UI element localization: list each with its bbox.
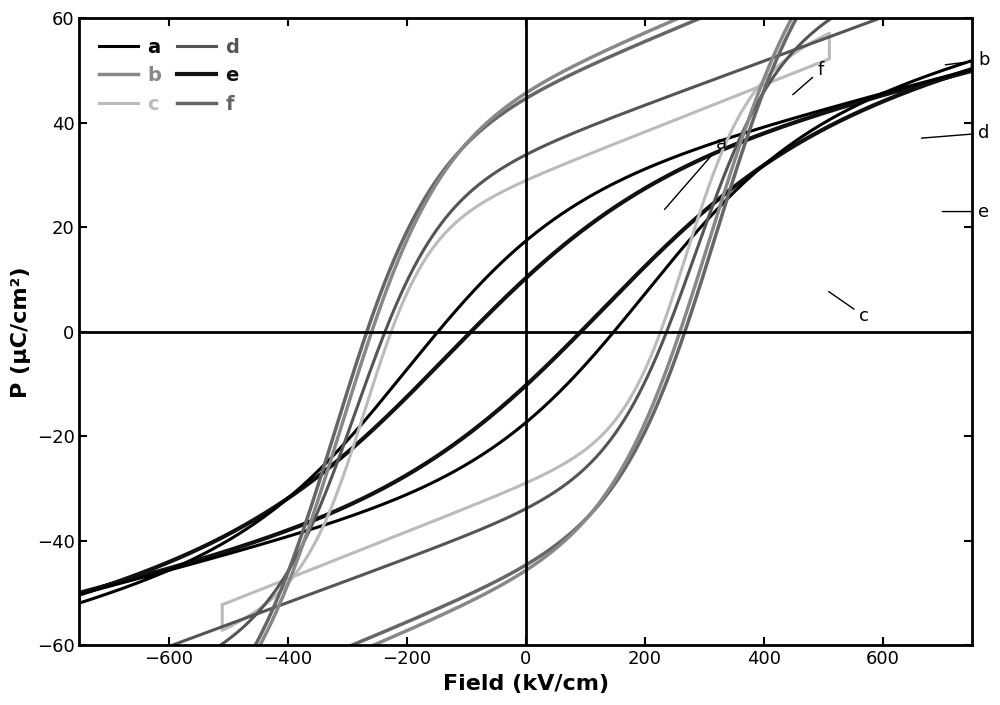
Text: b: b	[945, 51, 990, 69]
Text: d: d	[921, 124, 990, 142]
Text: a: a	[665, 135, 727, 209]
Y-axis label: P (μC/cm²): P (μC/cm²)	[11, 266, 31, 398]
X-axis label: Field (kV/cm): Field (kV/cm)	[443, 674, 609, 694]
Text: c: c	[829, 292, 869, 325]
Legend: a, b, c, d, e, f: a, b, c, d, e, f	[89, 27, 249, 123]
Text: e: e	[942, 202, 989, 221]
Text: f: f	[793, 61, 824, 94]
